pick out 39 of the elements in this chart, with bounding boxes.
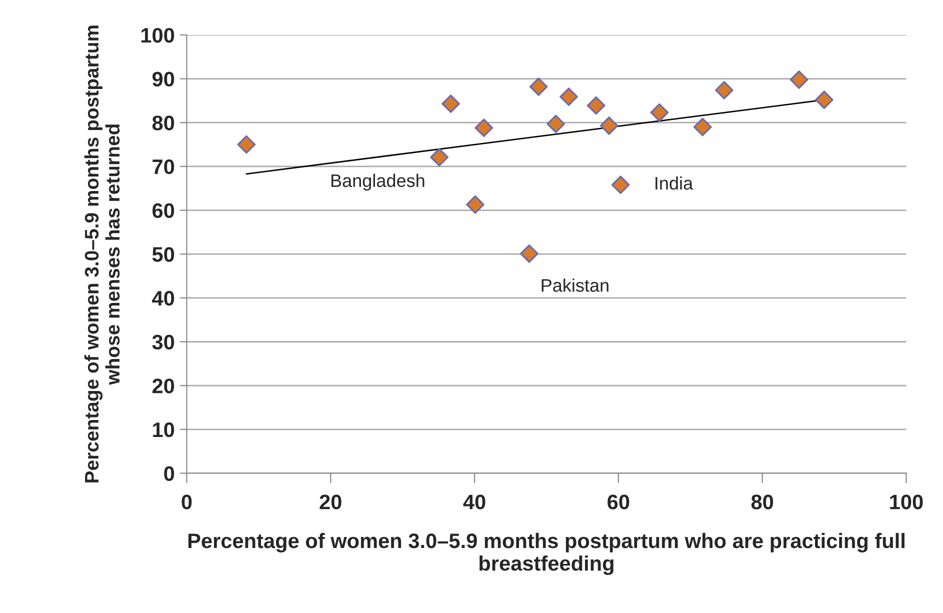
- x-tick-label: 0: [182, 494, 192, 510]
- point: [529, 77, 548, 96]
- x-tick-label: 100: [890, 494, 923, 510]
- x-tick-label: 60: [608, 494, 630, 510]
- point: [474, 118, 494, 138]
- y-tick-label: 30: [152, 334, 174, 350]
- y-tick-label: 10: [153, 422, 174, 438]
- annotation: Pakistan: [542, 278, 608, 292]
- point: [430, 148, 448, 166]
- point: [442, 94, 460, 113]
- x-tick-label: 40: [463, 494, 486, 510]
- point: [520, 244, 538, 263]
- point: [546, 114, 565, 134]
- y-tick-label: 90: [152, 72, 174, 87]
- point: [586, 96, 606, 115]
- y-tick-label: 70: [152, 159, 174, 174]
- point: [466, 195, 484, 214]
- x-tick-label: 80: [751, 494, 774, 510]
- point: [650, 103, 669, 122]
- x-axis-title: Percentage of women 3.0–5.9 months postpartum who are practicing full breastfeeding: [188, 532, 904, 575]
- y-tick-label: 100: [141, 28, 174, 43]
- y-tick-label: 60: [152, 203, 174, 218]
- point: [237, 135, 256, 154]
- point: [790, 70, 808, 89]
- y-tick-label: 0: [164, 466, 174, 481]
- point: [715, 81, 734, 100]
- y-tick-label: 20: [152, 378, 174, 394]
- point: [560, 88, 578, 106]
- y-tick-label: 80: [152, 116, 174, 130]
- point: [815, 90, 834, 109]
- y-axis-title: Percentage of women 3.0–5.9 months postpartum whose menses has returned: [84, 26, 120, 482]
- annotation: India: [656, 176, 694, 190]
- annotation: Bangladesh: [331, 174, 424, 191]
- point: [600, 116, 618, 135]
- x-tick-label: 20: [320, 494, 342, 510]
- y-tick-label: 50: [152, 247, 174, 262]
- point: [693, 118, 712, 136]
- point: [611, 176, 630, 194]
- y-tick-label: 40: [152, 290, 174, 306]
